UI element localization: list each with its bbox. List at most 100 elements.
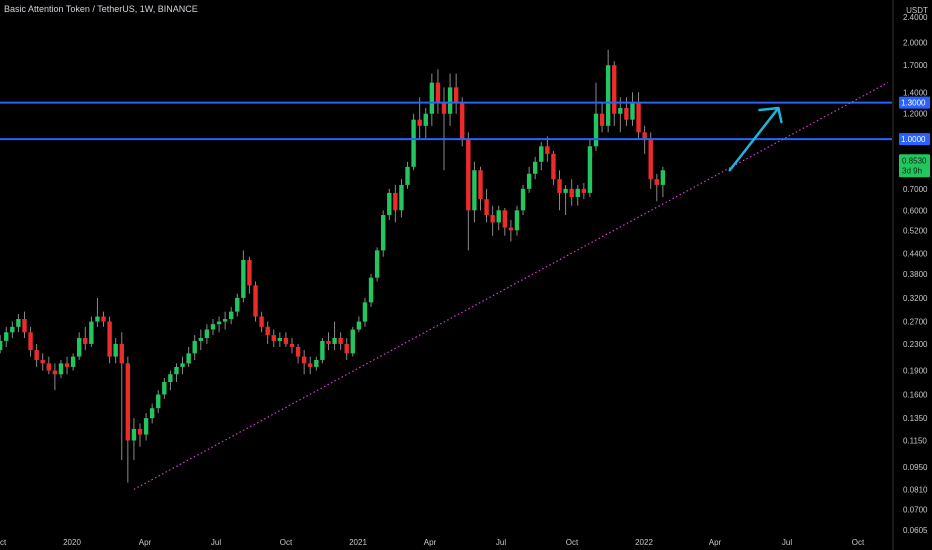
candle-body bbox=[320, 340, 325, 360]
candle-body bbox=[4, 332, 9, 341]
candle-body bbox=[40, 359, 45, 364]
candle-body bbox=[624, 108, 629, 120]
candle-body bbox=[356, 321, 362, 330]
candle-body bbox=[198, 337, 203, 341]
price-tick-label: 0.1900 bbox=[903, 367, 928, 376]
candle-body bbox=[137, 428, 143, 435]
time-tick-label: Jul bbox=[496, 538, 506, 547]
candle-body bbox=[496, 210, 501, 223]
candle-body bbox=[253, 285, 258, 317]
level-price-label: 1.3000 bbox=[901, 99, 926, 108]
candle-body bbox=[192, 340, 197, 354]
candle-body bbox=[89, 321, 94, 344]
price-axis-unit: USDT bbox=[906, 6, 928, 15]
candle-body bbox=[618, 108, 623, 114]
time-tick-label: Apr bbox=[709, 538, 722, 547]
candle-body bbox=[636, 102, 641, 133]
candle-body bbox=[660, 170, 666, 185]
candle-body bbox=[605, 65, 611, 126]
price-tick-label: 0.0605 bbox=[903, 526, 928, 535]
forecast-arrow-head bbox=[758, 106, 783, 124]
candle-body bbox=[344, 343, 349, 354]
candle-body bbox=[70, 356, 76, 367]
candle-body bbox=[435, 82, 441, 103]
candle-body bbox=[277, 337, 283, 341]
candle-body bbox=[113, 343, 118, 357]
candle-body bbox=[551, 153, 556, 180]
price-tick-label: 0.4400 bbox=[903, 250, 928, 259]
price-tick-label: 0.6000 bbox=[903, 206, 928, 215]
candle-body bbox=[654, 179, 659, 185]
candle-body bbox=[143, 418, 149, 435]
candle-body bbox=[508, 227, 514, 231]
candle-body bbox=[545, 146, 550, 154]
candle-body bbox=[453, 87, 459, 103]
price-tick-label: 2.0000 bbox=[903, 39, 928, 48]
candle-body bbox=[180, 363, 185, 367]
candle-body bbox=[399, 184, 404, 211]
price-tick-label: 0.1350 bbox=[903, 414, 928, 423]
time-tick-label: Jul bbox=[782, 538, 792, 547]
candle-body bbox=[265, 326, 270, 336]
candle-body bbox=[0, 340, 3, 351]
candle-body bbox=[216, 321, 222, 325]
candle-body bbox=[235, 297, 240, 312]
candle-body bbox=[107, 321, 112, 357]
candle-body bbox=[46, 363, 51, 371]
time-tick-label: 2022 bbox=[635, 538, 653, 547]
price-tick-label: 2.4000 bbox=[903, 13, 928, 22]
candle-body bbox=[259, 316, 264, 327]
current-price-countdown: 3d 9h bbox=[902, 166, 922, 175]
candles bbox=[0, 49, 666, 483]
level-price-label: 1.0000 bbox=[901, 135, 926, 144]
candle-body bbox=[64, 363, 70, 367]
candle-body bbox=[417, 119, 422, 126]
candle-body bbox=[581, 188, 587, 193]
support-trendline bbox=[133, 82, 889, 490]
candle-body bbox=[502, 210, 507, 228]
price-tick-label: 0.3800 bbox=[903, 270, 928, 279]
time-tick-label: 2020 bbox=[63, 538, 81, 547]
candle-body bbox=[16, 319, 21, 327]
candle-body bbox=[247, 260, 252, 286]
candle-body bbox=[332, 337, 337, 344]
candle-body bbox=[441, 102, 447, 114]
candle-body bbox=[222, 319, 228, 322]
candle-body bbox=[241, 260, 246, 298]
candle-body bbox=[447, 87, 453, 114]
candle-body bbox=[204, 329, 210, 338]
price-tick-label: 0.1150 bbox=[903, 437, 927, 446]
candle-body bbox=[22, 319, 27, 333]
candle-body bbox=[52, 370, 58, 375]
price-tick-label: 0.0810 bbox=[903, 485, 928, 494]
time-tick-label: Oct bbox=[0, 538, 7, 547]
candle-body bbox=[149, 408, 155, 419]
candle-body bbox=[484, 199, 489, 216]
candle-body bbox=[10, 326, 15, 333]
candle-body bbox=[526, 173, 532, 189]
price-tick-label: 0.0700 bbox=[903, 506, 928, 515]
drawing-layer bbox=[0, 82, 892, 490]
candle-body bbox=[350, 329, 355, 354]
candle-body bbox=[569, 188, 574, 198]
candle-body bbox=[630, 102, 635, 120]
candle-body bbox=[478, 170, 483, 200]
candle-body bbox=[34, 350, 39, 360]
candle-body bbox=[119, 343, 124, 364]
candle-body bbox=[308, 363, 313, 367]
level-price-tag bbox=[899, 96, 930, 109]
price-tick-label: 1.4000 bbox=[903, 88, 928, 97]
candle-body bbox=[58, 363, 64, 375]
candle-body bbox=[593, 113, 599, 147]
price-tick-label: 0.2700 bbox=[903, 318, 928, 327]
candle-body bbox=[186, 353, 191, 364]
level-price-tag bbox=[899, 133, 930, 146]
candle-body bbox=[131, 428, 137, 441]
time-tick-label: Oct bbox=[280, 538, 293, 547]
candle-body bbox=[289, 343, 295, 347]
candle-body bbox=[405, 166, 410, 185]
time-tick-label: Jul bbox=[211, 538, 221, 547]
current-price-label: 0.8530 bbox=[902, 156, 927, 165]
